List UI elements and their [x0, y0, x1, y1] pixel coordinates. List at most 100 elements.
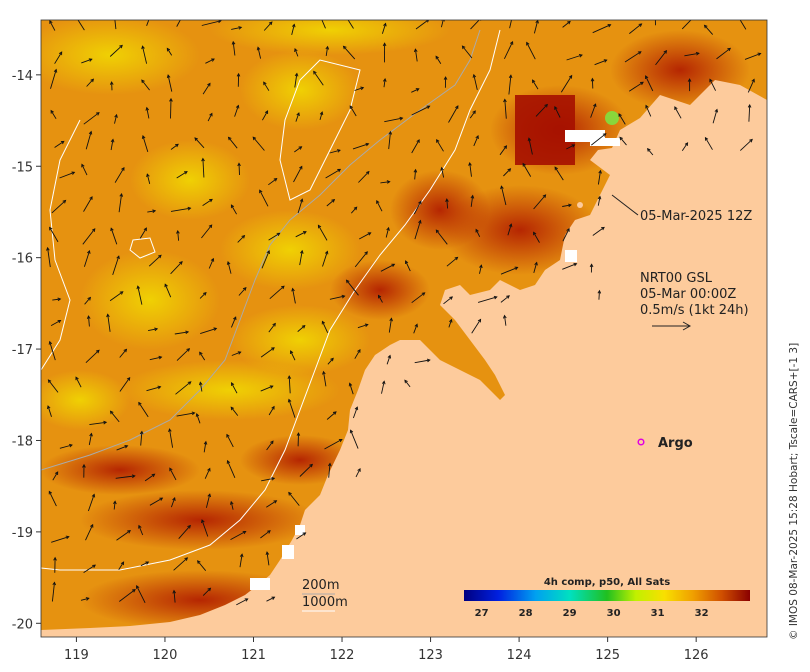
current-vector-head — [121, 167, 125, 171]
current-vector — [81, 164, 88, 176]
current-vector-head — [116, 255, 120, 260]
current-vector-head — [299, 165, 303, 170]
current-vector-head — [704, 136, 709, 141]
current-vector-head — [109, 81, 114, 85]
current-vector — [744, 53, 761, 60]
current-vector-head — [47, 379, 52, 383]
current-vector — [176, 20, 181, 27]
current-vector — [142, 46, 148, 64]
current-vector — [624, 51, 642, 63]
current-vector — [266, 552, 270, 566]
current-vector — [239, 554, 243, 568]
current-vector-head — [57, 297, 62, 302]
current-vector-head — [138, 401, 142, 406]
current-vector-head — [472, 73, 477, 78]
current-vector-head — [646, 147, 651, 152]
current-vector — [628, 81, 644, 92]
current-vector — [380, 263, 395, 272]
current-vector-head — [296, 432, 301, 436]
current-vector-head — [136, 584, 140, 589]
colorbar-tick-label: 32 — [695, 608, 709, 619]
current-vector — [288, 376, 291, 394]
current-vector-head — [338, 438, 343, 443]
current-vector — [197, 560, 207, 571]
x-axis: 119 120 121 122 123 124 125 126 — [64, 637, 709, 663]
warm-sst-patches — [41, 20, 450, 430]
current-vector-head — [445, 198, 449, 202]
current-vector — [681, 20, 692, 30]
current-vector-head — [120, 561, 125, 566]
current-vector — [146, 173, 151, 185]
contour-1000m-blob — [129, 237, 156, 259]
current-vector-head — [475, 228, 479, 233]
current-vector — [230, 501, 234, 510]
current-vector-head — [237, 351, 242, 355]
current-vector — [146, 386, 161, 392]
current-vector-head — [404, 260, 409, 265]
current-vector-head — [198, 381, 203, 386]
current-vector — [357, 324, 368, 329]
current-vector — [522, 163, 532, 177]
current-vector-head — [62, 199, 67, 204]
current-vector-head — [567, 20, 571, 25]
current-vector-head — [322, 370, 326, 375]
current-vector — [528, 138, 533, 155]
current-vector — [201, 20, 221, 26]
current-vector-head — [448, 318, 453, 323]
current-vector — [413, 324, 418, 334]
current-vector — [462, 45, 473, 59]
missing-data — [250, 130, 620, 590]
current-vector-head — [389, 317, 393, 322]
current-vector — [383, 78, 386, 88]
current-vector — [178, 525, 191, 539]
current-vector-head — [443, 76, 448, 80]
current-vector — [202, 158, 205, 178]
current-vector-head — [376, 199, 380, 204]
current-vector-head — [414, 323, 418, 328]
current-vector-head — [357, 348, 361, 353]
current-vector — [200, 327, 217, 335]
current-time-label: 05-Mar 00:00Z — [640, 287, 736, 302]
current-vector-head — [187, 381, 192, 385]
current-vector-head — [684, 142, 689, 146]
current-vector-head — [691, 17, 694, 20]
current-vector — [261, 250, 270, 269]
current-vector-head — [360, 86, 365, 91]
current-vector-head — [207, 587, 212, 592]
current-vector — [83, 250, 90, 267]
current-vector-head — [168, 428, 172, 433]
current-vector — [354, 349, 361, 359]
current-vector-head — [404, 379, 408, 384]
contour-1000m-west — [41, 119, 81, 371]
current-vector — [562, 21, 571, 28]
current-vector-head — [244, 598, 249, 602]
current-vector — [144, 473, 155, 482]
current-vector-head — [287, 398, 292, 403]
current-vector-head — [418, 219, 422, 224]
current-vector-head — [208, 224, 213, 229]
current-vector — [167, 75, 173, 92]
current-vector-head — [330, 357, 334, 362]
current-vector-head — [268, 21, 273, 26]
x-tick-label: 126 — [684, 648, 709, 663]
current-vector — [352, 143, 369, 150]
current-vector-head — [618, 113, 622, 117]
current-vector-head — [331, 198, 336, 203]
current-vector — [507, 224, 512, 236]
timestamp-pointer — [611, 194, 639, 216]
current-vector-head — [203, 440, 208, 445]
current-vector-head — [119, 291, 124, 295]
current-vector — [113, 501, 116, 510]
current-vector — [166, 48, 173, 56]
x-tick-label: 123 — [418, 648, 443, 663]
current-vector — [443, 296, 453, 305]
current-vector — [269, 285, 285, 300]
current-vector — [252, 136, 265, 151]
current-vector — [257, 47, 262, 59]
current-vector-head — [207, 467, 211, 472]
current-vector-head — [386, 226, 390, 231]
current-vector-head — [354, 406, 359, 411]
current-vector — [138, 402, 149, 418]
current-vector — [89, 421, 107, 426]
current-vector-head — [382, 42, 387, 47]
